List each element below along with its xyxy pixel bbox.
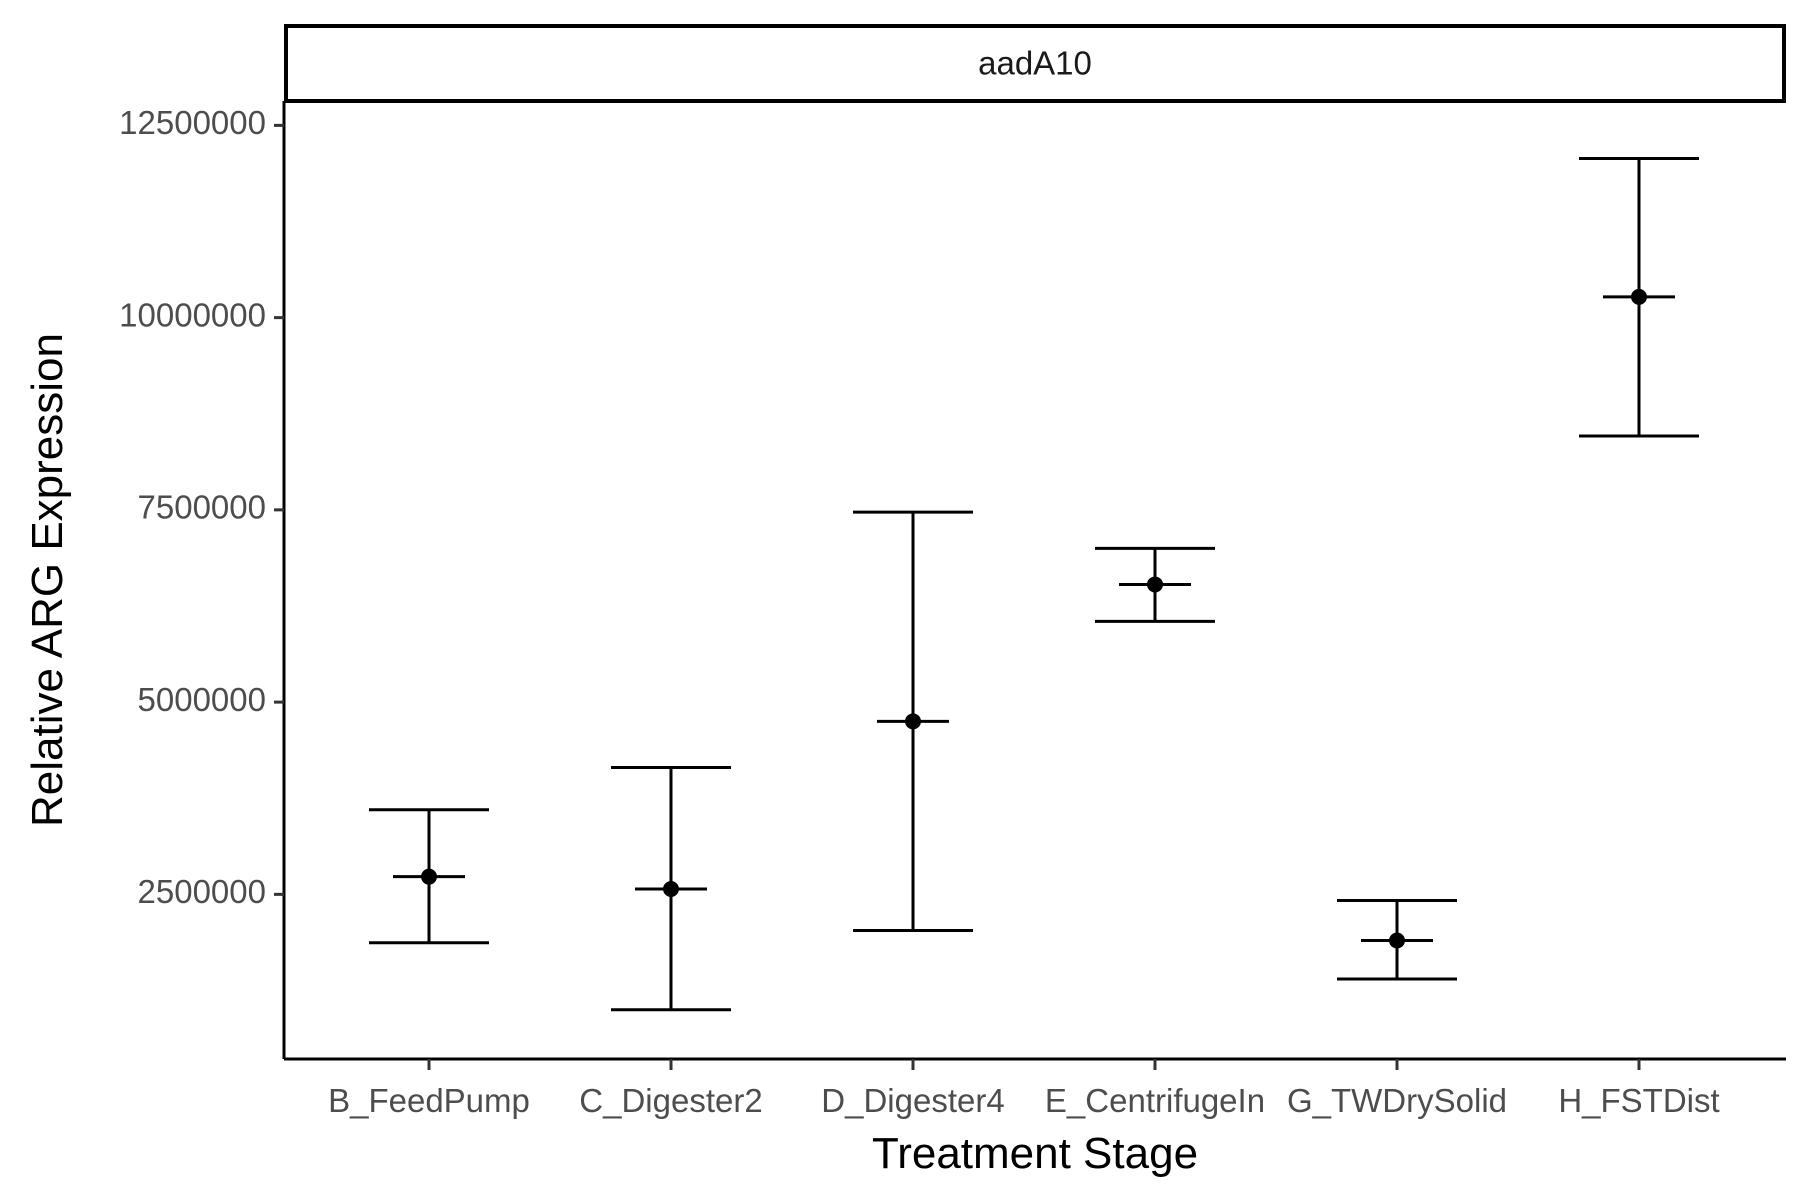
mean-point bbox=[1389, 932, 1405, 949]
y-axis-title: Relative ARG Expression bbox=[23, 333, 72, 827]
y-tick-label: 12500000 bbox=[119, 104, 266, 141]
errorbar-group bbox=[1579, 156, 1699, 438]
x-tick-label: E_CentrifugeIn bbox=[1045, 1082, 1265, 1119]
errorbar-group bbox=[1095, 546, 1215, 623]
errorbar-group bbox=[369, 808, 489, 945]
errorbar-group bbox=[853, 510, 973, 933]
mean-point bbox=[1631, 288, 1647, 305]
y-tick-label: 10000000 bbox=[119, 296, 266, 333]
errorbar-group bbox=[611, 765, 731, 1012]
y-tick-label: 7500000 bbox=[138, 489, 266, 526]
y-tick-label: 2500000 bbox=[138, 873, 266, 910]
x-axis-title: Treatment Stage bbox=[872, 1129, 1198, 1178]
facet-strip-label: aadA10 bbox=[978, 45, 1092, 82]
mean-point bbox=[663, 880, 679, 897]
x-tick-label: B_FeedPump bbox=[328, 1082, 530, 1119]
errorbar-series bbox=[369, 156, 1699, 1012]
mean-point bbox=[1147, 576, 1163, 593]
x-tick-label: D_Digester4 bbox=[821, 1082, 1004, 1119]
x-tick-label: H_FSTDist bbox=[1558, 1082, 1719, 1119]
mean-point bbox=[905, 713, 921, 730]
x-tick-label: C_Digester2 bbox=[579, 1082, 762, 1119]
facet-strip: aadA10 bbox=[284, 24, 1786, 103]
x-axis-ticks: B_FeedPump C_Digester2 D_Digester4 E_Centri… bbox=[328, 1059, 1720, 1119]
x-tick-label: G_TWDrySolid bbox=[1287, 1082, 1507, 1119]
facet-strip-box bbox=[284, 24, 1786, 103]
y-tick-label: 5000000 bbox=[138, 681, 266, 718]
errorbar-group bbox=[1337, 899, 1457, 981]
y-axis-ticks: 2500000 5000000 7500000 10000000 12500000 bbox=[119, 104, 284, 910]
mean-point bbox=[421, 868, 437, 885]
